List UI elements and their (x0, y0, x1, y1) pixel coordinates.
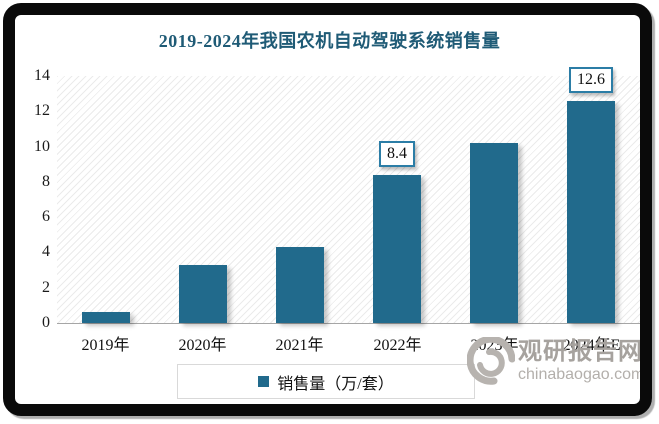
y-tick-label: 8 (42, 173, 50, 190)
x-tick-label: 2020年 (178, 337, 227, 354)
x-tick-label: 2021年 (275, 337, 324, 354)
x-tick-label: 2022年 (373, 337, 422, 354)
bar-2023年 (470, 143, 518, 323)
data-label-2024年E: 12.6 (569, 67, 613, 93)
y-tick-label: 12 (34, 102, 50, 119)
chart-title: 2019-2024年我国农机自动驾驶系统销售量 (158, 31, 501, 51)
x-tick-label: 2024年E (562, 337, 621, 354)
y-tick-label: 10 (34, 138, 50, 155)
y-tick-label: 4 (42, 243, 50, 260)
y-tick-label: 6 (42, 208, 50, 225)
data-label-2022年: 8.4 (379, 141, 415, 167)
bar-2019年 (82, 312, 130, 323)
legend-marker-icon (258, 376, 270, 387)
bar-2021年 (276, 247, 324, 323)
x-tick-label: 2023年 (470, 337, 519, 354)
y-axis: 0 2 4 6 8 10 12 14 (0, 68, 50, 331)
legend: 销售量（万/套） (177, 364, 475, 399)
y-tick-label: 2 (42, 279, 50, 296)
bar-2024年E (567, 101, 615, 323)
y-tick-label: 0 (42, 314, 50, 331)
x-tick-label: 2019年 (81, 337, 130, 354)
bar-2020年 (179, 265, 227, 323)
x-axis: 2019年 2020年 2021年 2022年 2023年 2024年E (57, 331, 640, 354)
legend-label: 销售量（万/套） (277, 375, 394, 393)
watermark-site-url: chinabaogao.com (518, 365, 645, 383)
plot-area: 8.4 12.6 (57, 67, 640, 324)
bar-2022年 (373, 175, 421, 323)
y-tick-label: 14 (34, 67, 50, 84)
